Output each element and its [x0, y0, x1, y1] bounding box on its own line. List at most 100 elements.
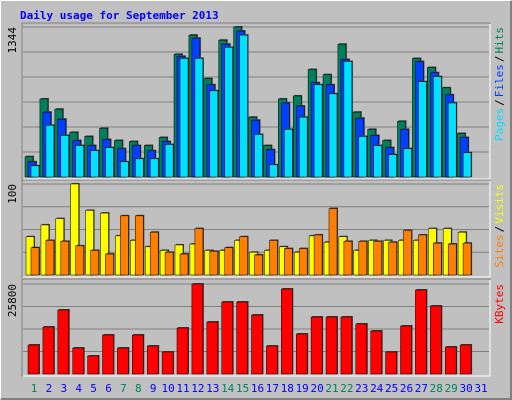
bar — [149, 158, 159, 178]
legend: Sites/ Visits — [493, 184, 506, 268]
bar — [102, 334, 114, 375]
bar — [70, 183, 79, 276]
bar — [90, 250, 99, 276]
bar — [447, 102, 457, 178]
bar — [388, 154, 397, 178]
x-tick-label: 15 — [236, 382, 249, 395]
bar — [281, 288, 293, 375]
bar — [298, 116, 308, 178]
bar — [403, 230, 412, 276]
bar — [284, 129, 293, 178]
bar — [415, 289, 427, 375]
plot-highlight — [23, 24, 491, 180]
bar — [117, 347, 129, 375]
plot-highlight — [23, 181, 491, 278]
bar — [433, 76, 442, 178]
bar — [284, 248, 293, 276]
legend-entry: Hits — [493, 27, 506, 54]
bar — [164, 144, 174, 178]
bar — [194, 58, 204, 178]
bar — [30, 165, 40, 178]
bar — [209, 90, 219, 178]
bar — [444, 346, 457, 375]
bar — [135, 215, 144, 276]
legend-entry: KBytes — [493, 284, 506, 324]
x-tick-label: 3 — [60, 382, 67, 395]
x-tick-label: 22 — [340, 382, 353, 395]
bar — [105, 147, 114, 178]
x-tick-label: 28 — [430, 382, 443, 395]
x-tick-label: 1 — [31, 382, 38, 395]
x-tick-label: 27 — [415, 382, 428, 395]
bar — [179, 58, 189, 178]
bar — [105, 253, 114, 276]
bar — [60, 241, 70, 276]
x-tick-label: 23 — [355, 382, 368, 395]
bar — [400, 325, 412, 375]
bar — [328, 208, 338, 276]
bar — [328, 93, 338, 178]
chart-title: Daily usage for September 2013 — [20, 9, 219, 22]
legend-entry: Sites — [493, 234, 506, 267]
bar — [132, 334, 144, 375]
bar — [403, 148, 412, 178]
x-tick-label: 14 — [221, 382, 235, 395]
bar — [310, 316, 323, 375]
x-tick-label: 7 — [120, 382, 127, 395]
bar — [388, 241, 397, 276]
bar — [209, 251, 219, 276]
x-tick-label: 12 — [191, 382, 204, 395]
bar — [418, 81, 427, 178]
legend-entry: Visits — [493, 184, 506, 224]
x-tick-label: 30 — [459, 382, 472, 395]
x-tick-label: 24 — [370, 382, 384, 395]
bar — [206, 321, 219, 375]
x-tick-label: 19 — [296, 382, 309, 395]
bar — [313, 84, 323, 178]
x-tick-label: 8 — [135, 382, 142, 395]
bar — [373, 241, 382, 276]
x-tick-label: 31 — [474, 382, 487, 395]
bar — [135, 158, 144, 178]
bar — [149, 231, 159, 276]
bar — [30, 247, 40, 276]
x-tick-label: 20 — [310, 382, 323, 395]
bar — [164, 252, 174, 276]
x-tick-label: 2 — [46, 382, 53, 395]
bar — [221, 301, 233, 375]
bar — [146, 345, 159, 375]
bar — [75, 145, 84, 178]
bar — [373, 145, 382, 178]
bar — [295, 333, 308, 375]
bar — [430, 305, 442, 375]
bar — [358, 241, 368, 276]
bar — [120, 215, 129, 276]
bar — [385, 351, 397, 375]
plot-highlight — [23, 280, 491, 377]
bar — [343, 241, 353, 276]
bar — [370, 330, 382, 375]
bar — [298, 248, 308, 276]
bar — [224, 47, 233, 178]
bar — [313, 234, 323, 276]
bar — [45, 240, 55, 276]
legend-separator: / — [493, 226, 506, 233]
legend-separator: / — [493, 99, 506, 106]
x-tick-label: 13 — [206, 382, 219, 395]
bar — [120, 161, 129, 178]
bar — [224, 247, 233, 276]
bar — [251, 314, 263, 375]
bar — [269, 164, 278, 178]
bar — [358, 136, 368, 178]
x-tick-label: 18 — [281, 382, 294, 395]
x-tick-label: 26 — [400, 382, 413, 395]
x-tick-label: 5 — [90, 382, 97, 395]
bar — [269, 240, 278, 276]
x-tick-label: 11 — [176, 382, 189, 395]
bar — [239, 236, 248, 276]
bar — [42, 326, 55, 375]
bar — [191, 283, 204, 375]
bar — [447, 243, 457, 276]
bar — [325, 316, 338, 375]
